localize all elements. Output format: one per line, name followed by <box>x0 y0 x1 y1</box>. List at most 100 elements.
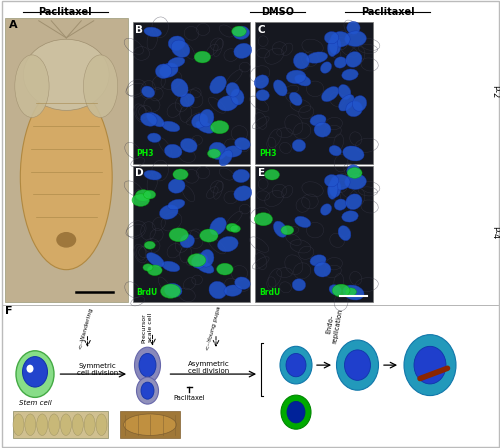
Ellipse shape <box>295 216 310 228</box>
Ellipse shape <box>20 85 112 270</box>
Text: A: A <box>9 20 18 30</box>
Ellipse shape <box>286 70 306 84</box>
Ellipse shape <box>306 52 328 63</box>
Ellipse shape <box>329 284 342 295</box>
Ellipse shape <box>346 101 362 116</box>
Ellipse shape <box>274 80 287 96</box>
Ellipse shape <box>347 165 360 177</box>
Ellipse shape <box>25 414 36 435</box>
Ellipse shape <box>254 213 272 226</box>
Ellipse shape <box>233 26 250 39</box>
Ellipse shape <box>334 199 346 210</box>
Ellipse shape <box>168 57 185 68</box>
Ellipse shape <box>144 241 155 249</box>
Ellipse shape <box>404 335 456 396</box>
Ellipse shape <box>338 95 354 111</box>
Bar <box>5 18 128 302</box>
Ellipse shape <box>180 138 197 152</box>
Ellipse shape <box>210 217 226 235</box>
Ellipse shape <box>192 254 208 268</box>
Ellipse shape <box>343 146 364 161</box>
Ellipse shape <box>329 36 341 54</box>
Ellipse shape <box>136 190 151 201</box>
Ellipse shape <box>226 223 238 232</box>
Ellipse shape <box>134 347 160 383</box>
Ellipse shape <box>168 36 185 51</box>
Ellipse shape <box>216 263 233 275</box>
Text: PH3: PH3 <box>136 149 154 158</box>
Ellipse shape <box>26 365 34 373</box>
Ellipse shape <box>136 377 158 404</box>
Ellipse shape <box>234 186 252 201</box>
Ellipse shape <box>414 346 446 384</box>
Ellipse shape <box>281 395 311 429</box>
Ellipse shape <box>180 94 194 107</box>
Ellipse shape <box>208 149 220 158</box>
Ellipse shape <box>141 382 154 399</box>
Ellipse shape <box>171 40 190 57</box>
Ellipse shape <box>144 190 156 199</box>
Bar <box>132 166 250 302</box>
Ellipse shape <box>200 229 218 242</box>
Ellipse shape <box>347 168 362 178</box>
Ellipse shape <box>200 109 214 127</box>
Ellipse shape <box>347 22 360 34</box>
Text: Asymmetric
cell division: Asymmetric cell division <box>188 361 230 374</box>
Ellipse shape <box>162 261 180 272</box>
Ellipse shape <box>209 142 226 159</box>
Ellipse shape <box>314 262 331 277</box>
Ellipse shape <box>330 31 350 47</box>
Ellipse shape <box>234 277 250 289</box>
Ellipse shape <box>314 122 331 137</box>
Ellipse shape <box>281 225 294 235</box>
Ellipse shape <box>343 285 364 300</box>
Ellipse shape <box>224 146 242 157</box>
Text: B: B <box>136 25 143 35</box>
Text: Precursor
scale cell: Precursor scale cell <box>142 313 152 343</box>
Text: Endo-
replication: Endo- replication <box>324 306 343 344</box>
Ellipse shape <box>72 414 84 435</box>
Ellipse shape <box>210 121 229 134</box>
Text: PH3: PH3 <box>259 149 276 158</box>
Ellipse shape <box>148 133 161 142</box>
Ellipse shape <box>160 205 178 220</box>
Ellipse shape <box>162 121 180 132</box>
Ellipse shape <box>24 39 109 110</box>
Text: Paclitaxel: Paclitaxel <box>38 7 92 17</box>
Ellipse shape <box>226 82 239 97</box>
Text: <--Wandering: <--Wandering <box>77 307 93 350</box>
Ellipse shape <box>254 75 269 89</box>
Text: Paclitaxel: Paclitaxel <box>360 7 414 17</box>
Ellipse shape <box>188 254 206 267</box>
Text: BrdU: BrdU <box>259 288 280 297</box>
Text: P-4: P-4 <box>490 226 499 240</box>
Ellipse shape <box>168 199 185 210</box>
Ellipse shape <box>286 353 306 377</box>
Ellipse shape <box>146 253 164 267</box>
Ellipse shape <box>156 64 172 78</box>
Ellipse shape <box>352 95 366 111</box>
Ellipse shape <box>329 146 342 156</box>
Ellipse shape <box>345 31 366 47</box>
Ellipse shape <box>196 261 214 273</box>
Ellipse shape <box>332 284 350 297</box>
Ellipse shape <box>139 353 156 377</box>
Ellipse shape <box>320 204 332 215</box>
Text: F: F <box>5 306 12 316</box>
Ellipse shape <box>344 350 370 380</box>
Ellipse shape <box>144 170 162 180</box>
Ellipse shape <box>324 175 338 187</box>
Ellipse shape <box>13 414 24 435</box>
Ellipse shape <box>219 150 232 166</box>
Ellipse shape <box>171 78 188 97</box>
Text: E: E <box>258 168 265 178</box>
Ellipse shape <box>346 194 362 210</box>
Ellipse shape <box>15 55 49 117</box>
Ellipse shape <box>16 351 54 397</box>
Ellipse shape <box>124 414 176 435</box>
Bar <box>132 22 250 164</box>
Ellipse shape <box>56 232 76 248</box>
Ellipse shape <box>345 174 366 190</box>
Bar <box>255 22 372 164</box>
Ellipse shape <box>132 194 150 207</box>
